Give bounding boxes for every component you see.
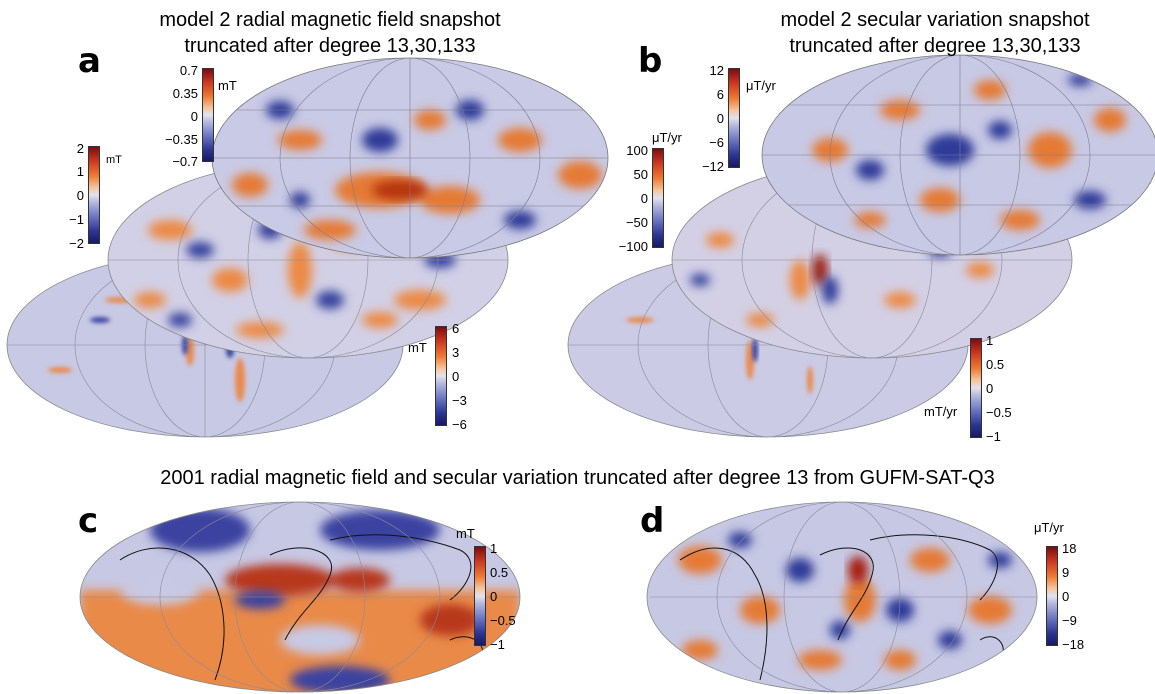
- colorbar-unit: μT/yr: [1034, 520, 1064, 535]
- colorbar-tick: 9: [1062, 565, 1070, 580]
- panel-letter-d: d: [640, 501, 665, 541]
- colorbar-tick: −0.7: [172, 154, 198, 169]
- colorbar-gradient: [202, 68, 214, 162]
- colorbar-gradient: [728, 68, 740, 168]
- colorbar-b-deg133: 1 0.5 0 −0.5 −1 mT/yr: [924, 333, 1020, 446]
- colorbar-tick: −50: [625, 215, 648, 230]
- colorbar-c: mT 1 0.5 0 −0.5 −1: [450, 526, 540, 652]
- colorbar-tick: −2: [69, 236, 84, 251]
- colorbar-tick: 6: [716, 87, 724, 102]
- map-a-deg13: [211, 57, 609, 259]
- colorbar-tick: −1: [490, 637, 505, 652]
- colorbar-tick: 0: [716, 111, 724, 126]
- colorbar-tick: −6: [709, 135, 724, 150]
- colorbar-b-deg30: μT/yr 100 50 0 −50 −100: [616, 130, 706, 256]
- colorbar-unit: mT/yr: [924, 404, 958, 419]
- colorbar-tick: −1: [986, 429, 1001, 444]
- colorbar-unit: mT: [456, 526, 475, 541]
- panel-letter-c: c: [78, 501, 99, 541]
- title-a-line2: truncated after degree 13,30,133: [184, 35, 476, 57]
- colorbar-tick: 0.35: [172, 86, 198, 101]
- colorbar-tick: 12: [709, 63, 724, 78]
- colorbar-tick: 0: [190, 109, 198, 124]
- colorbar-tick: 0: [76, 188, 84, 203]
- map-b-deg13: [761, 54, 1155, 256]
- colorbar-tick: 18: [1062, 541, 1077, 556]
- colorbar-tick: 1: [76, 164, 84, 179]
- colorbar-tick: −12: [701, 159, 724, 174]
- title-b-line1: model 2 secular variation snapshot: [780, 9, 1090, 31]
- colorbar-tick: 100: [626, 143, 648, 158]
- colorbar-a-deg30: 2 1 0 −1 −2 mT: [60, 142, 150, 252]
- colorbar-tick: −0.5: [490, 613, 516, 628]
- colorbar-tick: −1: [69, 212, 84, 227]
- colorbar-gradient: [970, 338, 982, 438]
- title-a-line1: model 2 radial magnetic field snapshot: [159, 9, 501, 31]
- colorbar-tick: −6: [452, 417, 467, 432]
- colorbar-tick: 2: [76, 141, 84, 156]
- colorbar-tick: 0: [452, 369, 460, 384]
- colorbar-gradient: [435, 326, 447, 426]
- colorbar-a-deg13: 0.7 0.35 0 −0.35 −0.7 mT: [160, 63, 250, 168]
- title-bottom: 2001 radial magnetic field and secular v…: [160, 467, 995, 489]
- colorbar-tick: 0: [1062, 589, 1070, 604]
- colorbar-tick: 1: [490, 541, 498, 556]
- colorbar-tick: 1: [986, 333, 994, 348]
- map-d: [646, 501, 1038, 693]
- colorbar-b-deg13: 12 6 0 −6 −12 μT/yr: [700, 64, 810, 174]
- colorbar-tick: −100: [618, 239, 648, 254]
- colorbar-unit: μT/yr: [652, 130, 682, 145]
- colorbar-gradient: [88, 146, 100, 244]
- title-b-line2: truncated after degree 13,30,133: [789, 35, 1081, 57]
- colorbar-unit: mT: [408, 340, 427, 355]
- colorbar-tick: −9: [1062, 613, 1077, 628]
- colorbar-tick: 3: [452, 345, 460, 360]
- colorbar-gradient: [1046, 546, 1058, 646]
- colorbar-tick: 0: [986, 381, 994, 396]
- colorbar-tick: −0.35: [165, 132, 198, 147]
- map-c: [79, 501, 521, 693]
- colorbar-tick: 6: [452, 321, 460, 336]
- colorbar-unit: mT: [106, 154, 122, 166]
- colorbar-d: μT/yr 18 9 0 −9 −18: [1030, 520, 1120, 652]
- colorbar-a-deg133: mT 6 3 0 −3 −6: [408, 322, 478, 432]
- panel-letter-a: a: [78, 41, 101, 81]
- colorbar-tick: −18: [1062, 637, 1085, 652]
- colorbar-tick: 0: [490, 589, 498, 604]
- colorbar-unit: mT: [218, 78, 237, 93]
- colorbar-tick: 0.5: [986, 357, 1005, 372]
- colorbar-gradient: [652, 148, 664, 248]
- colorbar-tick: 0.5: [490, 565, 509, 580]
- colorbar-tick: −3: [452, 393, 467, 408]
- colorbar-unit: μT/yr: [746, 78, 776, 93]
- colorbar-tick: 0.7: [179, 63, 198, 78]
- colorbar-tick: −0.5: [986, 405, 1012, 420]
- colorbar-tick: 0: [640, 191, 648, 206]
- colorbar-gradient: [474, 546, 486, 646]
- panel-letter-b: b: [638, 41, 663, 81]
- colorbar-tick: 50: [633, 167, 648, 182]
